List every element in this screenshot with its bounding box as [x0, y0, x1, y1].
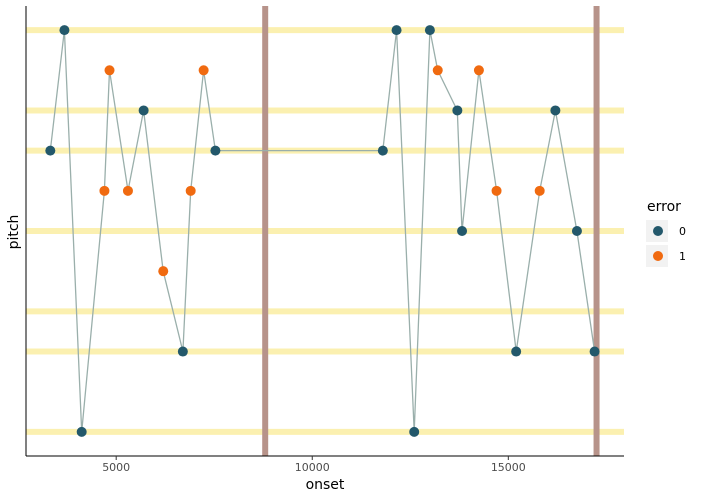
data-point-17	[452, 105, 463, 116]
data-point-11	[210, 145, 221, 156]
x-tick-label-2: 15000	[491, 461, 526, 474]
data-point-10	[198, 65, 209, 76]
data-point-15	[424, 25, 435, 36]
y-axis-title: pitch	[6, 215, 22, 250]
data-point-21	[511, 346, 522, 357]
legend-title: error	[647, 199, 681, 215]
data-point-22	[534, 185, 545, 196]
data-point-9	[185, 185, 196, 196]
data-point-2	[76, 426, 87, 437]
pitch-contour-line	[49, 29, 596, 432]
data-point-24	[571, 226, 582, 236]
data-point-0	[45, 145, 56, 156]
x-axis-title: onset	[306, 477, 345, 493]
data-point-4	[104, 65, 115, 76]
legend-label-0: 0	[679, 225, 686, 238]
vertical-reference-lines	[262, 6, 600, 456]
legend: error 0 1	[646, 199, 686, 267]
data-point-3	[99, 185, 110, 196]
data-point-8	[177, 346, 188, 357]
data-points	[45, 25, 600, 437]
data-point-25	[589, 346, 600, 357]
data-point-7	[158, 266, 169, 277]
data-point-5	[122, 185, 133, 196]
x-tick-label-1: 10000	[295, 461, 330, 474]
data-point-19	[473, 65, 484, 76]
series-line	[49, 29, 596, 432]
data-point-12	[377, 145, 388, 156]
data-point-16	[432, 65, 443, 76]
data-point-6	[138, 105, 149, 116]
legend-key-marker-0	[653, 226, 663, 236]
legend-key-marker-1	[653, 251, 663, 261]
data-point-20	[491, 185, 502, 196]
x-axis-ticks: 5000 10000 15000	[102, 456, 526, 474]
data-point-1	[59, 25, 70, 36]
data-point-18	[457, 226, 468, 236]
x-tick-label-0: 5000	[102, 461, 130, 474]
legend-label-1: 1	[679, 250, 686, 263]
data-point-14	[409, 426, 420, 437]
data-point-23	[550, 105, 561, 116]
data-point-13	[391, 25, 402, 36]
